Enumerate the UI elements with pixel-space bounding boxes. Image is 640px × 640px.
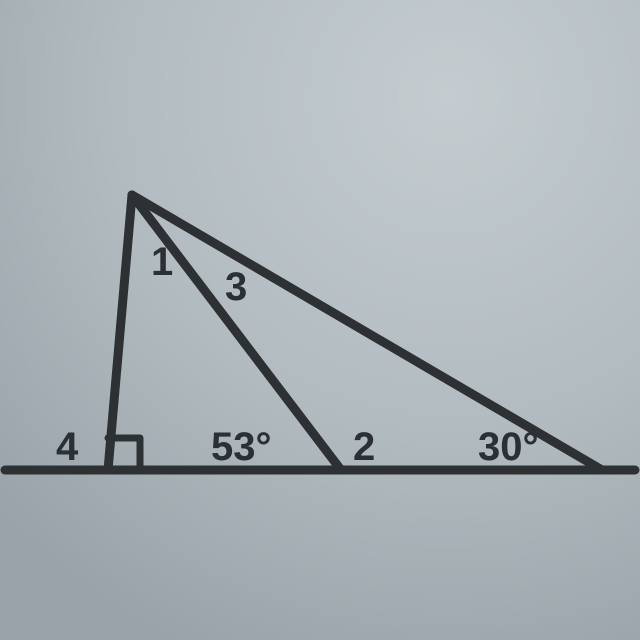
label-angle-3: 3 — [225, 265, 247, 309]
photo-shading — [0, 0, 640, 640]
label-angle-2: 2 — [353, 425, 375, 469]
label-angle-4: 4 — [56, 425, 79, 469]
label-angle-53: 53° — [211, 425, 272, 469]
triangle-angle-diagram: novel and wants to sell paperback books … — [0, 0, 640, 640]
label-angle-1: 1 — [151, 240, 173, 284]
label-angle-30: 30° — [478, 425, 539, 469]
